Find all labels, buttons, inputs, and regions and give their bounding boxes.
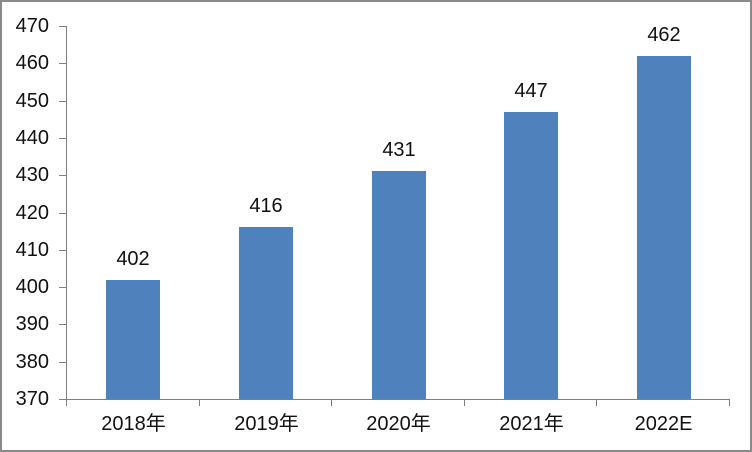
y-axis-tick bbox=[59, 250, 66, 251]
y-axis-tick-label: 370 bbox=[15, 388, 49, 410]
x-axis-category-label: 2019年 bbox=[234, 413, 299, 435]
bar-value-label: 416 bbox=[249, 195, 283, 217]
y-axis-tick bbox=[59, 324, 66, 325]
x-axis-category-label: 2020年 bbox=[366, 413, 431, 435]
y-axis-tick-label: 400 bbox=[15, 276, 49, 298]
bar-value-label: 402 bbox=[116, 248, 150, 270]
x-axis-tick bbox=[596, 399, 597, 406]
y-axis-tick bbox=[59, 399, 66, 400]
x-axis-line bbox=[66, 399, 730, 400]
y-axis-tick-label: 430 bbox=[15, 164, 49, 186]
x-axis-tick bbox=[331, 399, 332, 406]
y-axis-tick-label: 450 bbox=[15, 90, 49, 112]
y-axis-tick-label: 420 bbox=[15, 202, 49, 224]
y-axis-tick-label: 390 bbox=[15, 313, 49, 335]
y-axis-tick-label: 410 bbox=[15, 239, 49, 261]
y-axis-tick bbox=[59, 138, 66, 139]
x-axis-category-label: 2021年 bbox=[499, 413, 564, 435]
y-axis-tick-label: 460 bbox=[15, 52, 49, 74]
x-axis-tick bbox=[729, 399, 730, 406]
bar-value-label: 462 bbox=[647, 24, 681, 46]
bar bbox=[106, 280, 160, 399]
y-axis-line bbox=[66, 26, 67, 399]
bar-value-label: 447 bbox=[514, 80, 548, 102]
bar bbox=[372, 171, 426, 399]
y-axis-tick bbox=[59, 287, 66, 288]
y-axis-tick-label: 470 bbox=[15, 15, 49, 37]
y-axis-tick bbox=[59, 362, 66, 363]
y-axis-tick-label: 380 bbox=[15, 351, 49, 373]
y-axis-tick bbox=[59, 26, 66, 27]
bar bbox=[239, 227, 293, 399]
x-axis-tick bbox=[464, 399, 465, 406]
bar-value-label: 431 bbox=[382, 139, 416, 161]
y-axis-tick bbox=[59, 101, 66, 102]
y-axis-tick bbox=[59, 213, 66, 214]
x-axis-category-label: 2022E bbox=[634, 413, 693, 435]
y-axis-tick bbox=[59, 63, 66, 64]
y-axis-tick-label: 440 bbox=[15, 127, 49, 149]
x-axis-category-label: 2018年 bbox=[101, 413, 166, 435]
x-axis-tick bbox=[66, 399, 67, 406]
x-axis-tick bbox=[199, 399, 200, 406]
y-axis-tick bbox=[59, 175, 66, 176]
bar bbox=[637, 56, 691, 399]
bar bbox=[504, 112, 558, 399]
